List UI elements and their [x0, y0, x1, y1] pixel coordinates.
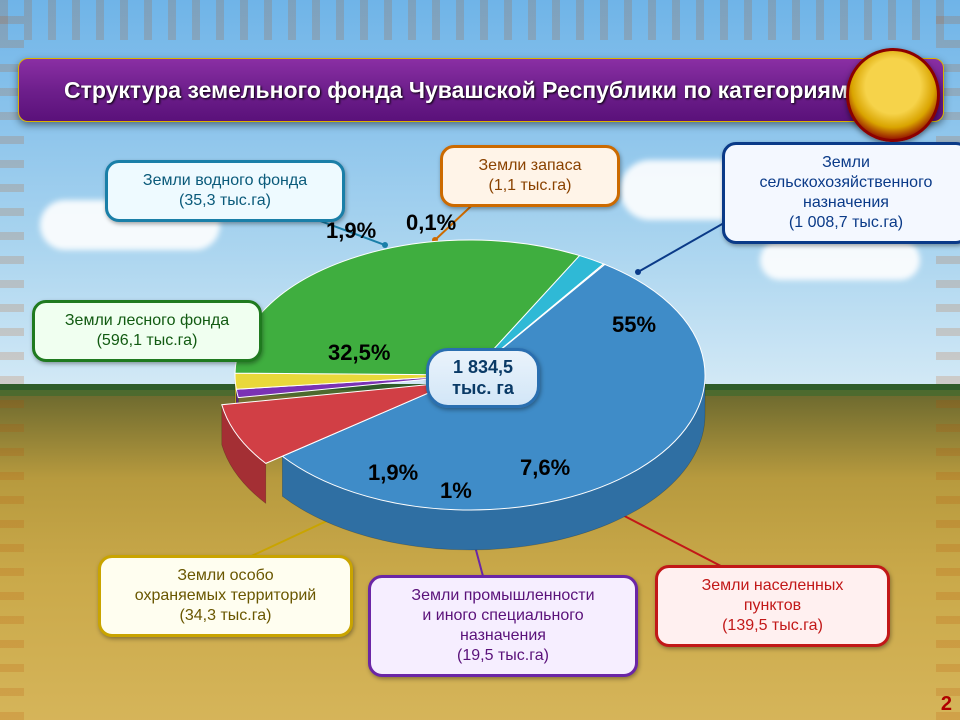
callout-forest: Земли лесного фонда(596,1 тыс.га) — [32, 300, 262, 362]
slide-number: 2 — [941, 693, 952, 716]
callout-indust: Земли промышленностии иного специального… — [368, 575, 638, 677]
pct-label-agri: 55% — [612, 312, 656, 338]
center-total-value: 1 834,5 — [433, 357, 533, 378]
pct-label-prot: 1,9% — [368, 460, 418, 486]
pct-label-settle: 7,6% — [520, 455, 570, 481]
pct-label-reserve: 0,1% — [406, 210, 456, 236]
pct-label-indust: 1% — [440, 478, 472, 504]
pct-label-water: 1,9% — [326, 218, 376, 244]
callout-reserve: Земли запаса(1,1 тыс.га) — [440, 145, 620, 207]
callout-settle: Земли населенныхпунктов(139,5 тыс.га) — [655, 565, 890, 647]
center-total-unit: тыс. га — [433, 378, 533, 399]
callout-water: Земли водного фонда(35,3 тыс.га) — [105, 160, 345, 222]
pie-center-total: 1 834,5 тыс. га — [426, 348, 540, 408]
callout-prot: Земли особоохраняемых территорий(34,3 ты… — [98, 555, 353, 637]
callout-agri: Землисельскохозяйственногоназначения(1 0… — [722, 142, 960, 244]
pct-label-forest: 32,5% — [328, 340, 390, 366]
